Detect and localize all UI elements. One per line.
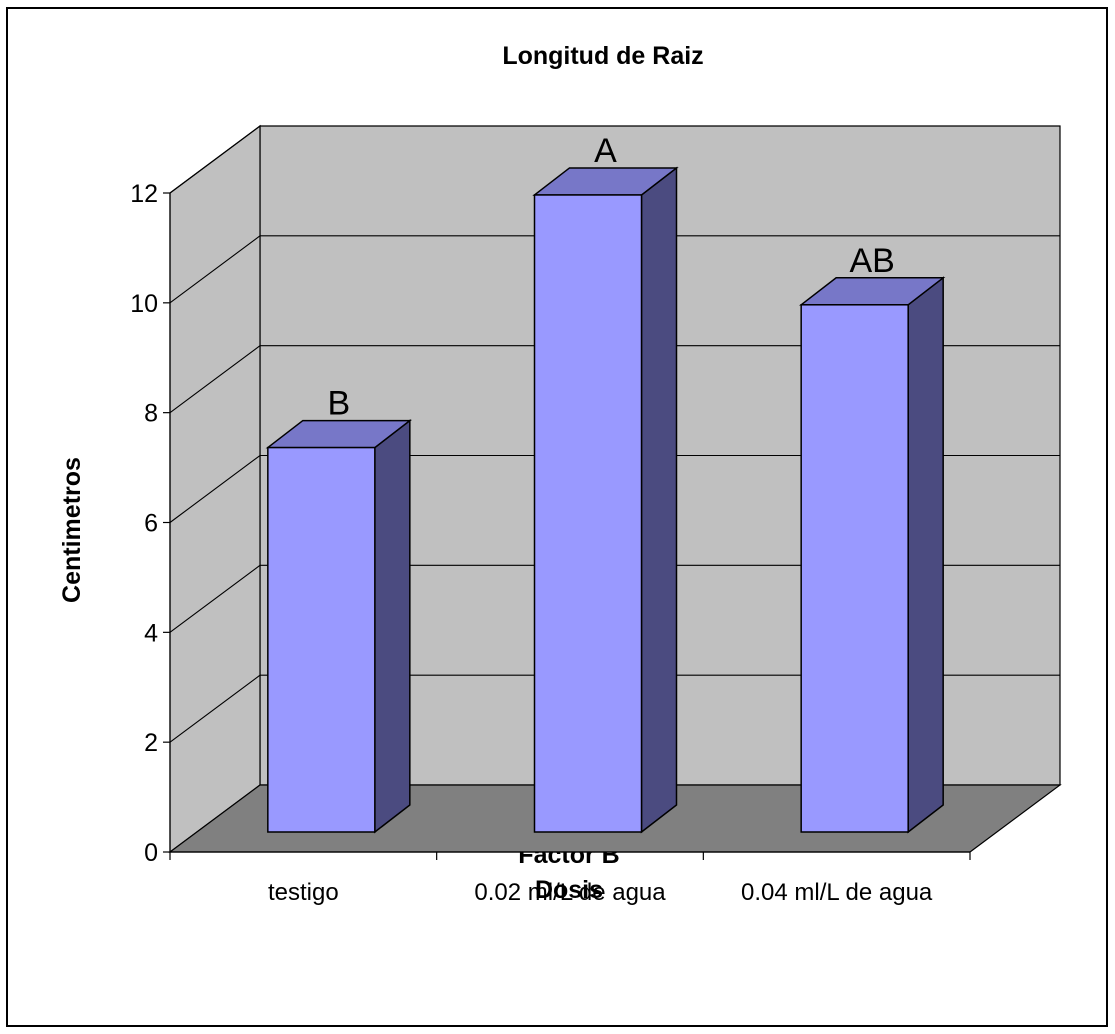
y-tick-label: 0 bbox=[144, 839, 158, 867]
gridline bbox=[169, 235, 1060, 304]
gridline bbox=[169, 674, 1060, 743]
y-tick-label: 10 bbox=[130, 290, 158, 318]
bar-data-label: B bbox=[327, 385, 350, 423]
bar-data-label: A bbox=[594, 132, 617, 170]
bar bbox=[800, 304, 909, 833]
x-tick-label: 0.04 ml/L de agua bbox=[741, 879, 933, 906]
bar bbox=[533, 194, 643, 833]
bar-data-label: AB bbox=[849, 242, 894, 280]
y-axis-title: Centimetros bbox=[58, 457, 86, 603]
bar-side bbox=[640, 166, 678, 834]
gridline bbox=[169, 125, 1060, 194]
gridline bbox=[169, 454, 1060, 523]
gridline bbox=[169, 564, 1060, 633]
x-axis-title-line2: Dosis bbox=[535, 876, 603, 904]
x-tick-label: testigo bbox=[268, 879, 339, 906]
gridline bbox=[169, 345, 1060, 414]
y-tick-label: 12 bbox=[130, 180, 158, 208]
bar-side bbox=[907, 276, 944, 834]
y-tick-label: 6 bbox=[144, 510, 158, 538]
chart-title: Longitud de Raiz bbox=[502, 42, 703, 70]
bar-side bbox=[374, 419, 411, 834]
x-tick-label: 0.02 ml/L de agua bbox=[474, 879, 666, 906]
bar bbox=[267, 446, 376, 833]
y-tick-label: 4 bbox=[144, 619, 158, 647]
y-tick-label: 8 bbox=[144, 400, 158, 428]
y-tick-label: 2 bbox=[144, 729, 158, 757]
